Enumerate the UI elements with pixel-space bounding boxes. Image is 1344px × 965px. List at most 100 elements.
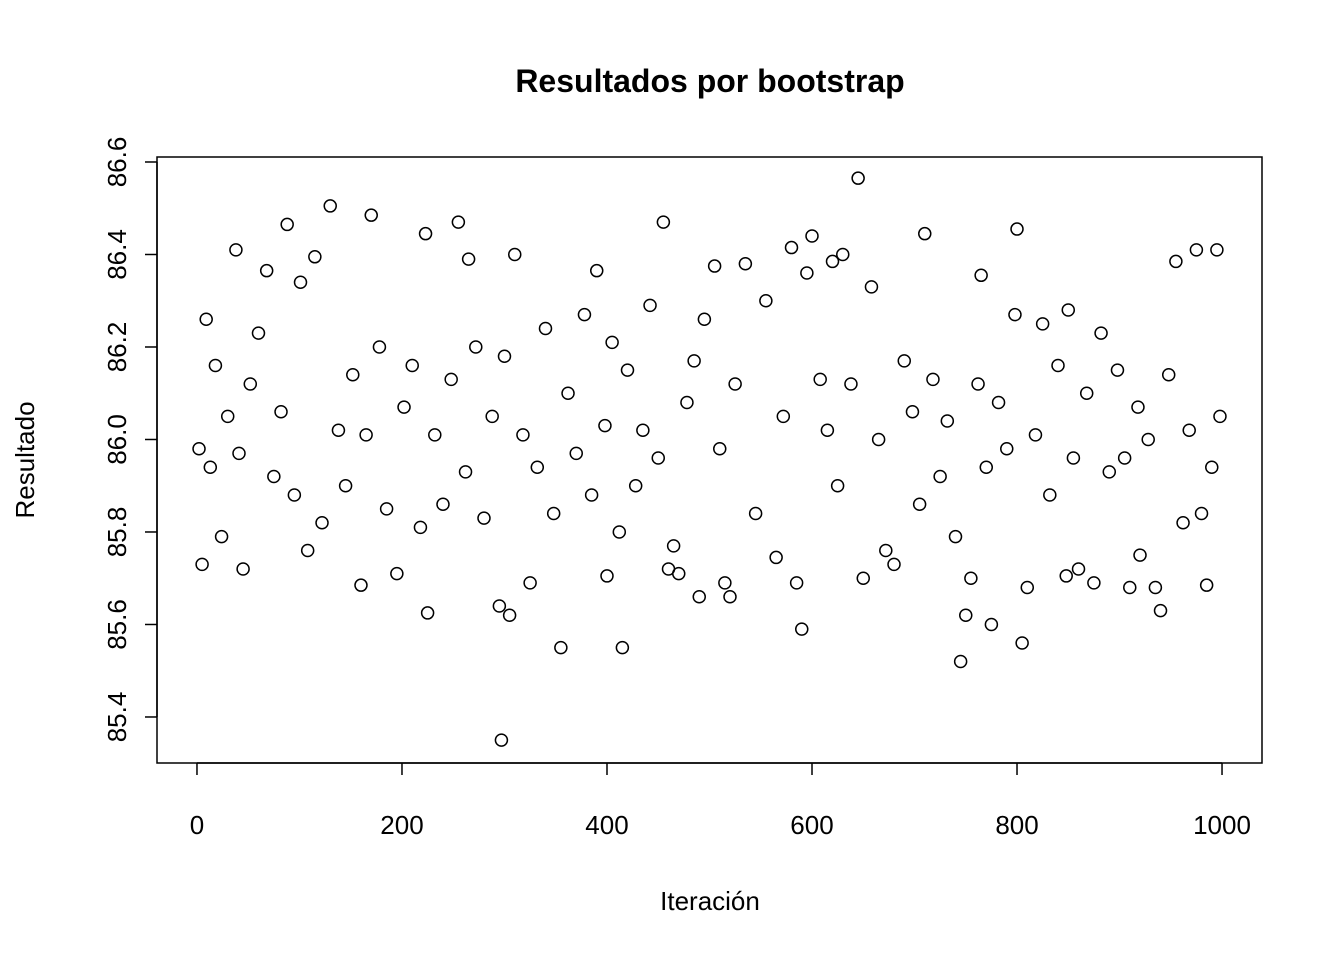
point [338, 478, 353, 493]
point [671, 566, 686, 581]
point [485, 409, 499, 424]
x-tick-label: 200 [380, 810, 423, 840]
point [1066, 451, 1081, 465]
point [1194, 506, 1209, 521]
point [293, 275, 308, 289]
point [643, 298, 657, 313]
point [469, 340, 483, 354]
point [1051, 358, 1065, 373]
point [418, 226, 433, 241]
point [879, 543, 893, 558]
point [656, 215, 671, 229]
point [666, 539, 681, 553]
point [1213, 409, 1227, 424]
y-tick-label: 86.4 [102, 229, 132, 280]
x-tick-label: 800 [995, 810, 1038, 840]
point [1102, 465, 1117, 479]
point [267, 469, 281, 484]
point [723, 589, 737, 604]
point [428, 428, 442, 442]
point [1205, 460, 1219, 474]
point [413, 520, 428, 535]
point [713, 441, 727, 456]
point [1182, 423, 1196, 437]
point [991, 395, 1006, 410]
point [1028, 428, 1043, 442]
point [236, 562, 250, 576]
point [397, 400, 411, 414]
point [871, 432, 886, 447]
point [308, 250, 322, 264]
point [1176, 515, 1190, 530]
point [805, 229, 819, 243]
point [561, 386, 575, 400]
point [628, 478, 643, 493]
point [523, 576, 537, 590]
point [405, 358, 419, 373]
point [953, 654, 968, 669]
point [1079, 386, 1094, 400]
point [451, 215, 466, 229]
point [1061, 303, 1076, 317]
point [1153, 603, 1168, 618]
point [1087, 576, 1101, 590]
point [612, 525, 627, 539]
point [707, 259, 722, 273]
y-tick-label: 86.6 [102, 137, 132, 188]
point [251, 326, 266, 340]
point [420, 606, 435, 620]
point [584, 488, 599, 502]
point [208, 358, 223, 373]
point [615, 640, 630, 655]
point [1123, 580, 1137, 595]
point [546, 506, 561, 521]
point [354, 578, 368, 592]
point [687, 354, 701, 368]
point [461, 252, 476, 266]
point [379, 502, 394, 516]
point [589, 263, 604, 278]
point [1161, 367, 1176, 382]
chart-title: Resultados por bootstrap [515, 63, 904, 99]
x-tick-label: 1000 [1193, 810, 1251, 840]
point [203, 460, 218, 474]
point [229, 243, 243, 257]
point [444, 372, 458, 387]
point [300, 543, 315, 558]
point [372, 340, 387, 354]
point [776, 409, 791, 424]
point [1035, 317, 1050, 331]
point [940, 414, 955, 428]
point [830, 478, 845, 493]
point [507, 247, 522, 262]
point [232, 446, 246, 461]
y-axis-label: Resultado [10, 401, 40, 518]
point [948, 529, 963, 544]
point [195, 557, 209, 572]
point [346, 367, 360, 382]
point [436, 497, 450, 511]
point [1199, 578, 1214, 592]
point [979, 460, 994, 474]
point [620, 363, 635, 377]
point [577, 307, 592, 322]
point [769, 550, 783, 565]
x-tick-label: 0 [190, 810, 204, 840]
point [323, 199, 337, 213]
point [538, 321, 553, 336]
point [1008, 307, 1022, 322]
point [800, 266, 814, 280]
point [1189, 243, 1204, 257]
point [1094, 326, 1108, 340]
x-axis-label: Iteración [660, 886, 760, 916]
point [1020, 580, 1035, 595]
point [458, 465, 473, 479]
point [912, 497, 927, 511]
point [789, 576, 804, 590]
x-tick-label: 600 [790, 810, 833, 840]
point [964, 571, 978, 585]
point [718, 576, 732, 590]
point [1110, 363, 1125, 377]
point [1000, 441, 1014, 456]
